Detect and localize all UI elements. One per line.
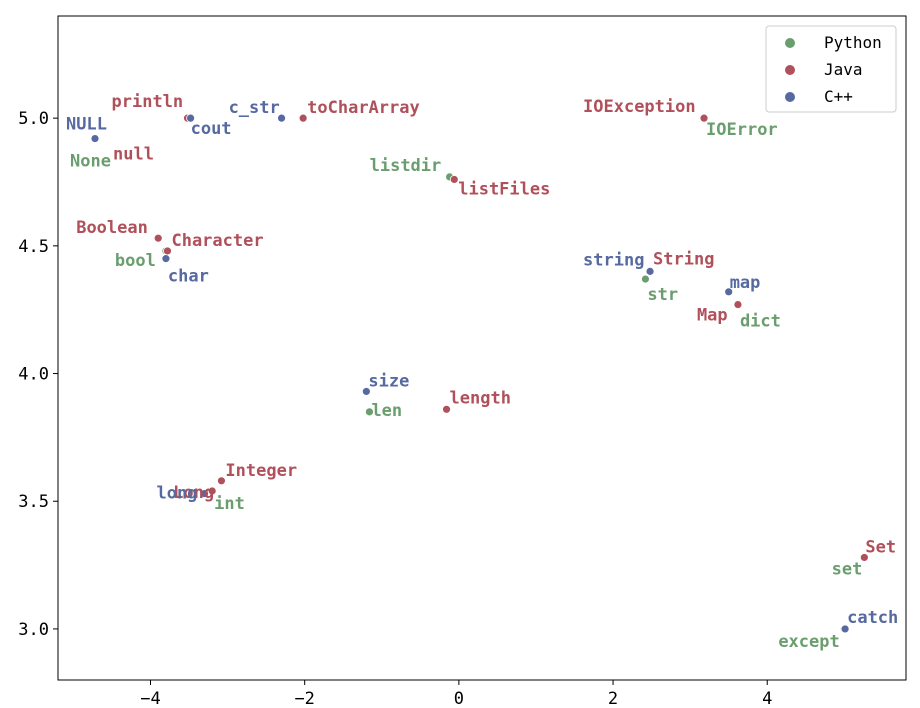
- point-label: Character: [171, 231, 263, 251]
- data-point-java: [207, 486, 217, 496]
- y-tick-label: 3.5: [18, 492, 49, 512]
- x-tick-label: 0: [454, 689, 464, 708]
- point-label: char: [168, 267, 209, 287]
- x-tick-label: −4: [140, 689, 160, 708]
- plot-area: [57, 15, 907, 681]
- point-label: Set: [865, 537, 896, 557]
- point-label: string: [583, 250, 644, 270]
- data-point-java: [449, 175, 459, 184]
- x-axis: −4 −2 0 2 4: [140, 680, 772, 708]
- data-point-c-: [200, 489, 209, 498]
- legend-label: C++: [824, 87, 853, 106]
- point-label: listdir: [370, 156, 442, 176]
- point-label: long: [156, 484, 197, 504]
- data-point-java: [163, 246, 172, 256]
- data-point-java: [298, 113, 308, 123]
- point-label: set: [832, 559, 863, 579]
- data-points: [90, 113, 869, 634]
- data-point-java: [153, 233, 163, 243]
- data-point-c-: [840, 624, 850, 634]
- point-label: null: [113, 145, 154, 165]
- point-label: cout: [191, 119, 232, 139]
- point-label: int: [214, 494, 245, 514]
- legend: Python Java C++: [765, 25, 897, 113]
- y-tick-label: 4.5: [18, 237, 49, 257]
- y-tick-label: 5.0: [18, 109, 49, 129]
- point-label: str: [647, 285, 678, 305]
- legend-label: Java: [824, 60, 863, 79]
- point-label: except: [778, 632, 839, 652]
- legend-marker: [785, 65, 795, 75]
- point-label: IOError: [706, 120, 778, 140]
- point-label: len: [371, 401, 402, 421]
- point-label: Map: [697, 306, 728, 326]
- point-label: listFiles: [458, 179, 550, 199]
- data-point-c-: [361, 387, 371, 396]
- legend-label: Python: [824, 33, 882, 52]
- data-point-java: [859, 553, 869, 562]
- point-label: None: [70, 152, 111, 172]
- data-point-python: [365, 407, 374, 417]
- y-axis: 3.0 3.5 4.0 4.5 5.0: [18, 109, 58, 640]
- data-point-c-: [645, 266, 655, 276]
- y-tick-label: 3.0: [18, 620, 49, 640]
- data-point-c-: [90, 134, 100, 143]
- point-label: Integer: [225, 461, 297, 481]
- x-tick-label: −2: [294, 689, 314, 708]
- point-label: IOException: [583, 97, 696, 117]
- data-point-java: [442, 404, 451, 414]
- x-tick-label: 4: [762, 689, 772, 708]
- legend-marker: [785, 38, 795, 48]
- data-point-java: [733, 300, 743, 309]
- y-tick-label: 4.0: [18, 365, 49, 385]
- point-label: bool: [115, 251, 156, 271]
- point-label: Boolean: [76, 218, 148, 238]
- point-label: toCharArray: [307, 98, 420, 118]
- data-point-java: [699, 113, 709, 123]
- data-point-c-: [186, 113, 195, 123]
- point-labels: None listdir IOError bool str dict len int set ex…: [66, 92, 898, 652]
- point-label: NULL: [66, 115, 107, 135]
- data-point-python: [641, 274, 650, 284]
- point-label: map: [730, 273, 761, 293]
- point-label: println: [112, 92, 184, 112]
- point-label: dict: [740, 312, 781, 332]
- data-point-c-: [161, 254, 171, 264]
- legend-marker: [785, 92, 795, 102]
- point-label: size: [368, 371, 409, 391]
- data-point-c-: [277, 113, 286, 123]
- point-label: length: [450, 388, 511, 408]
- point-label: catch: [847, 608, 898, 628]
- data-point-c-: [724, 287, 734, 297]
- point-label: String: [653, 249, 714, 269]
- data-point-java: [217, 476, 226, 486]
- x-tick-label: 2: [608, 689, 618, 708]
- legend-box: [765, 25, 897, 113]
- point-label: c_str: [229, 98, 280, 118]
- point-label: Long: [173, 483, 214, 503]
